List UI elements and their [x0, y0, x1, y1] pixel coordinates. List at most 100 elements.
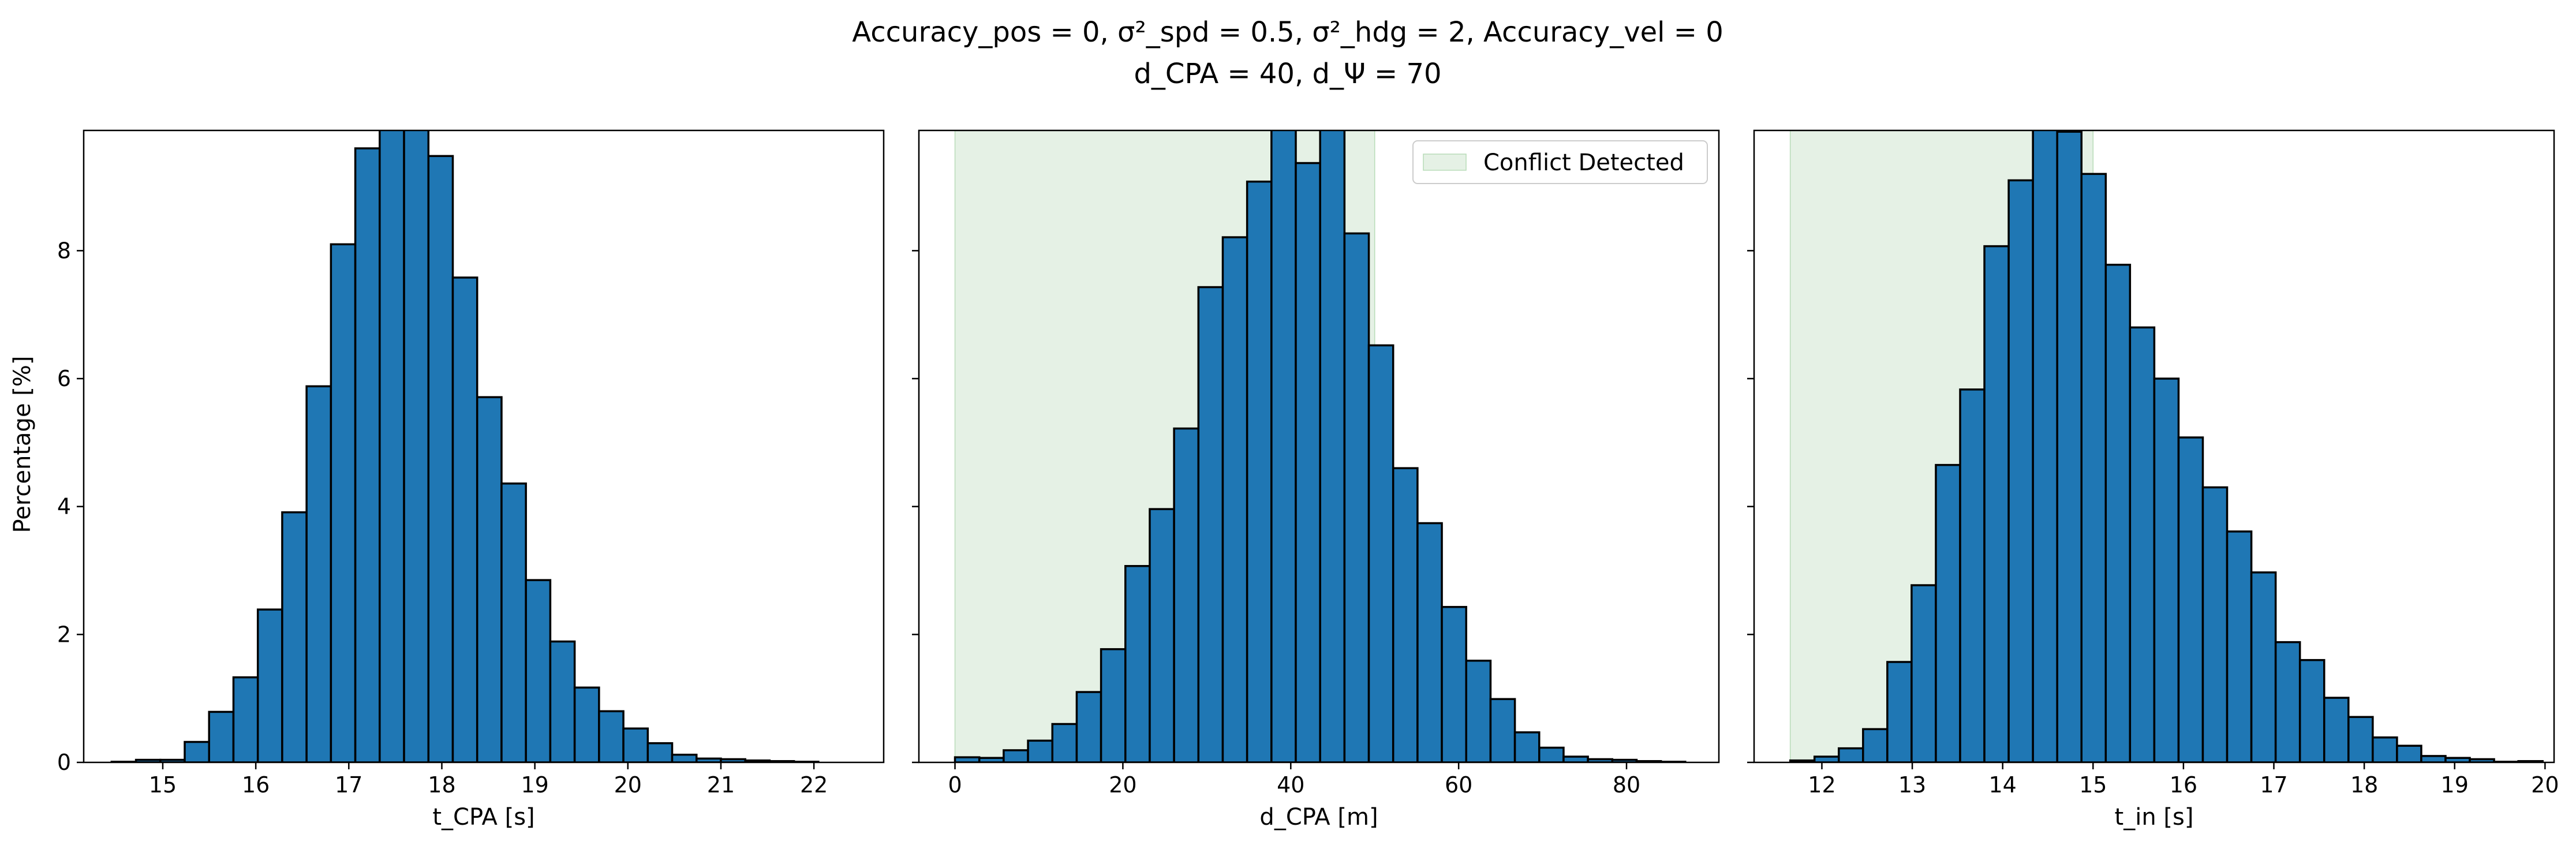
x-tick-label: 40	[1277, 772, 1304, 798]
x-tick-label: 14	[1988, 772, 2016, 798]
x-tick-label: 13	[1898, 772, 1926, 798]
histogram-bar	[208, 710, 235, 762]
histogram-bar	[2250, 571, 2277, 762]
histogram-bar	[281, 511, 308, 762]
histogram-bar	[1935, 463, 1961, 762]
histogram-bar	[451, 276, 478, 762]
histogram-bar	[1837, 747, 1864, 762]
x-tick-label: 19	[521, 772, 548, 798]
histogram-bar	[2056, 130, 2083, 762]
y-tick-label: 4	[57, 494, 71, 519]
histogram-bar	[330, 243, 357, 762]
histogram-bar	[622, 727, 649, 762]
histogram-bar	[1124, 565, 1151, 762]
histogram-bar	[1392, 467, 1419, 762]
x-tick-label: 17	[335, 772, 362, 798]
y-tick-label: 6	[57, 366, 71, 391]
histogram-bar	[1465, 660, 1492, 762]
histogram-bar	[2323, 697, 2350, 762]
histogram-bar	[1051, 723, 1078, 762]
histogram-bar	[2274, 641, 2301, 762]
histogram-bar	[1003, 749, 1029, 762]
histogram-bar	[1367, 344, 1394, 762]
histogram-bar	[2396, 744, 2422, 762]
x-tick-label: 18	[2350, 772, 2378, 798]
x-tick-label: 20	[1109, 772, 1136, 798]
axes-frame	[83, 129, 885, 764]
histogram-bar	[1441, 605, 1467, 762]
histogram-bar	[573, 686, 600, 762]
chart-panel-tcpa: 15 16 17 18 19 20 21 22 0 2 4 6 8 t_CPA [s]	[57, 129, 885, 830]
chart-panel-dcpa: 0 20 40 60 80 d_CPA [m] Conflict Detected	[912, 129, 1720, 830]
histogram-bar	[476, 396, 503, 762]
histogram-bar	[1538, 746, 1565, 762]
histogram-bar	[379, 130, 405, 762]
x-tick-label: 17	[2260, 772, 2287, 798]
histogram-bar	[1100, 648, 1127, 762]
y-tick-label: 0	[57, 750, 71, 775]
histogram-bar	[2226, 530, 2253, 762]
histogram-bar	[500, 482, 527, 762]
x-tick-label: 19	[2441, 772, 2469, 798]
x-tick-label: 22	[800, 772, 828, 798]
legend: Conflict Detected	[1412, 140, 1708, 184]
axes-frame	[918, 129, 1720, 764]
x-tick-label: 12	[1808, 772, 1835, 798]
legend-label: Conflict Detected	[1483, 149, 1684, 176]
histogram-bar	[1270, 130, 1297, 762]
histogram-bar	[2032, 130, 2058, 762]
histogram-bar	[1513, 731, 1541, 762]
histogram-bar	[305, 385, 332, 762]
histogram-bar	[232, 676, 259, 762]
histogram-bar	[1221, 236, 1248, 762]
histogram-bar	[2153, 377, 2180, 762]
histogram-bar	[427, 155, 454, 762]
histogram-bar	[671, 753, 698, 762]
histogram-bar	[2201, 486, 2229, 762]
histogram-bar	[1149, 508, 1175, 762]
histogram-bar	[1813, 755, 1840, 762]
histogram-bar	[1319, 130, 1346, 762]
histogram-bar	[2177, 436, 2204, 762]
x-tick-label: 21	[707, 772, 735, 798]
histogram-bar	[1075, 691, 1102, 762]
histogram-bar	[2080, 173, 2107, 762]
plot-area	[110, 130, 820, 762]
histogram-bar	[354, 147, 381, 762]
histogram-bar	[184, 740, 210, 762]
histogram-bar	[1983, 245, 2010, 762]
x-tick-label: 15	[149, 772, 177, 798]
axes-frame	[1753, 129, 2555, 764]
histogram-bar	[1489, 698, 1516, 762]
x-tick-label: 16	[2170, 772, 2197, 798]
x-axis-label: t_in [s]	[2115, 804, 2194, 830]
legend-box	[1412, 140, 1708, 184]
histogram-bar	[1562, 755, 1589, 762]
histogram-bar	[1027, 739, 1053, 762]
histogram-bar	[2007, 179, 2034, 762]
histogram-bar	[2104, 263, 2132, 762]
histogram-bar	[1246, 180, 1273, 762]
legend-swatch	[1423, 154, 1467, 171]
x-tick-label: 60	[1445, 772, 1472, 798]
histogram-bar	[1959, 388, 1986, 762]
histogram-bar	[1343, 232, 1370, 762]
histogram-bar	[2298, 659, 2325, 762]
histogram-bar	[646, 742, 674, 762]
histogram-bar	[2129, 326, 2156, 762]
chart-panel-tin: 12 13 14 15 16 17 18 19 20 t_in [s]	[1747, 129, 2559, 830]
histogram-bar	[2372, 736, 2398, 762]
histogram-bar	[1416, 522, 1443, 762]
plot-area	[954, 130, 1687, 762]
histogram-bar	[954, 756, 981, 762]
x-tick-label: 15	[2079, 772, 2107, 798]
x-axis-label: d_CPA [m]	[1259, 804, 1378, 830]
x-tick-label: 20	[2531, 772, 2559, 798]
figure-title-line1: Accuracy_pos = 0, σ²_spd = 0.5, σ²_hdg =…	[852, 16, 1723, 48]
histogram-bar	[1910, 584, 1937, 762]
x-tick-label: 80	[1613, 772, 1640, 798]
histogram-bar	[525, 579, 552, 762]
x-tick-label: 20	[614, 772, 642, 798]
histogram-bar	[549, 640, 576, 762]
